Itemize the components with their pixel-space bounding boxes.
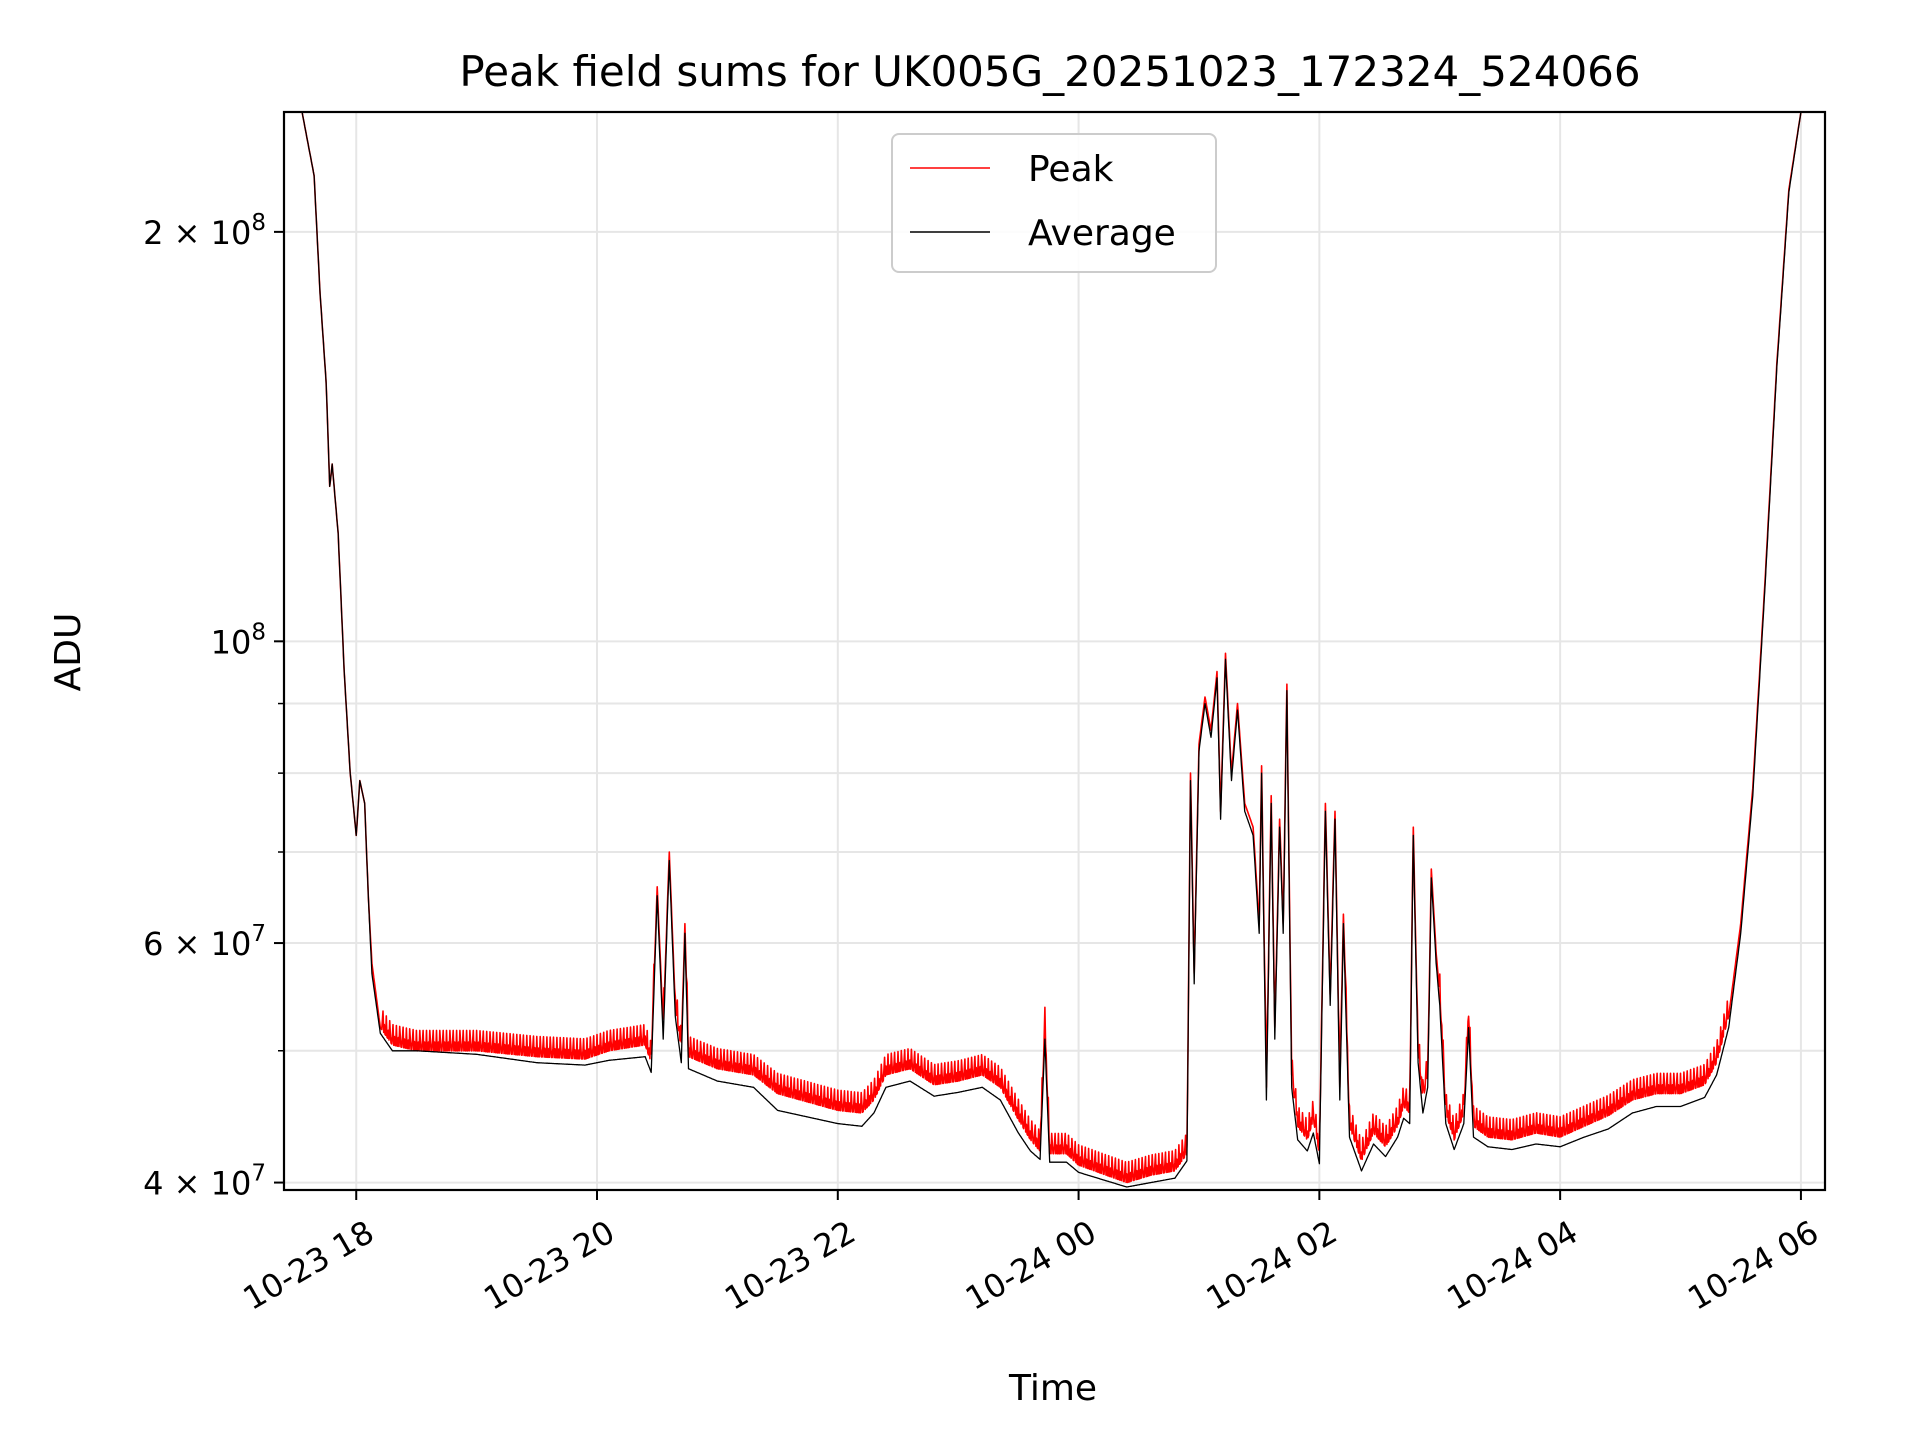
series-line-average xyxy=(284,112,1825,1188)
y-tick-label: 4 × 107 xyxy=(143,1161,266,1203)
legend-label-peak: Peak xyxy=(1028,149,1114,190)
y-axis-label: ADU xyxy=(48,613,89,692)
plot-frame xyxy=(282,110,1827,1192)
series-line-peak xyxy=(284,112,1825,1184)
y-tick-label: 2 × 108 xyxy=(143,210,266,252)
legend: Peak Average xyxy=(891,133,1217,273)
series-layer xyxy=(284,112,1825,1188)
x-axis-label: Time xyxy=(1008,1368,1097,1409)
legend-label-average: Average xyxy=(1028,213,1176,254)
y-tick-label: 108 xyxy=(211,619,266,661)
y-tick-label: 6 × 107 xyxy=(143,921,266,963)
chart-title: Peak field sums for UK005G_20251023_1723… xyxy=(459,47,1640,96)
